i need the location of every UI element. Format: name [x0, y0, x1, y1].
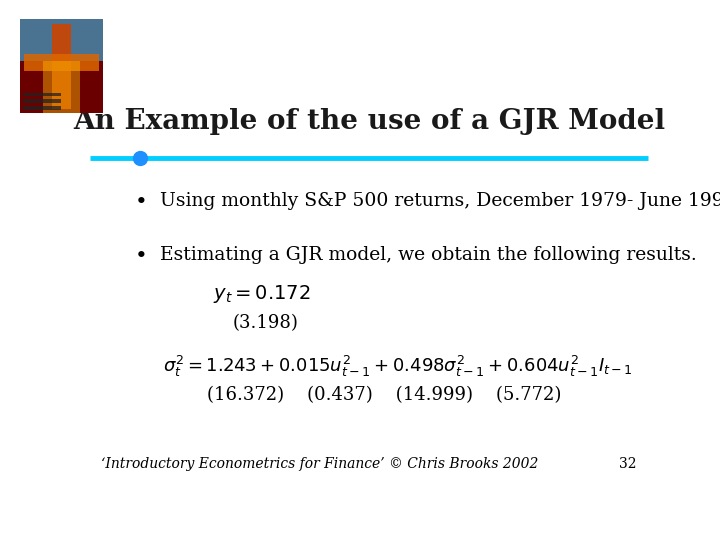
Bar: [24, 93, 60, 96]
Text: Estimating a GJR model, we obtain the following results.: Estimating a GJR model, we obtain the fo…: [160, 246, 696, 264]
Text: (16.372)    (0.437)    (14.999)    (5.772): (16.372) (0.437) (14.999) (5.772): [207, 386, 562, 404]
Text: $\sigma_t^{2} = 1.243 + 0.015u_{t-1}^{2} + 0.498\sigma_{t-1}^{2} + 0.604u_{t-1}^: $\sigma_t^{2} = 1.243 + 0.015u_{t-1}^{2}…: [163, 354, 632, 379]
Text: An Example of the use of a GJR Model: An Example of the use of a GJR Model: [73, 109, 665, 136]
Text: (3.198): (3.198): [233, 314, 298, 332]
Bar: [20, 19, 103, 62]
Bar: [52, 24, 71, 109]
Text: ‘Introductory Econometrics for Finance’ © Chris Brooks 2002: ‘Introductory Econometrics for Finance’ …: [101, 457, 539, 471]
Bar: [24, 54, 99, 71]
Bar: [43, 62, 80, 113]
Bar: [24, 106, 60, 110]
Text: Using monthly S&P 500 returns, December 1979- June 1998: Using monthly S&P 500 returns, December …: [160, 192, 720, 210]
Bar: [24, 99, 60, 103]
Text: $y_t = 0.172$: $y_t = 0.172$: [213, 283, 310, 305]
Text: •: •: [135, 192, 148, 212]
Text: 32: 32: [619, 457, 637, 471]
Text: •: •: [135, 246, 148, 266]
